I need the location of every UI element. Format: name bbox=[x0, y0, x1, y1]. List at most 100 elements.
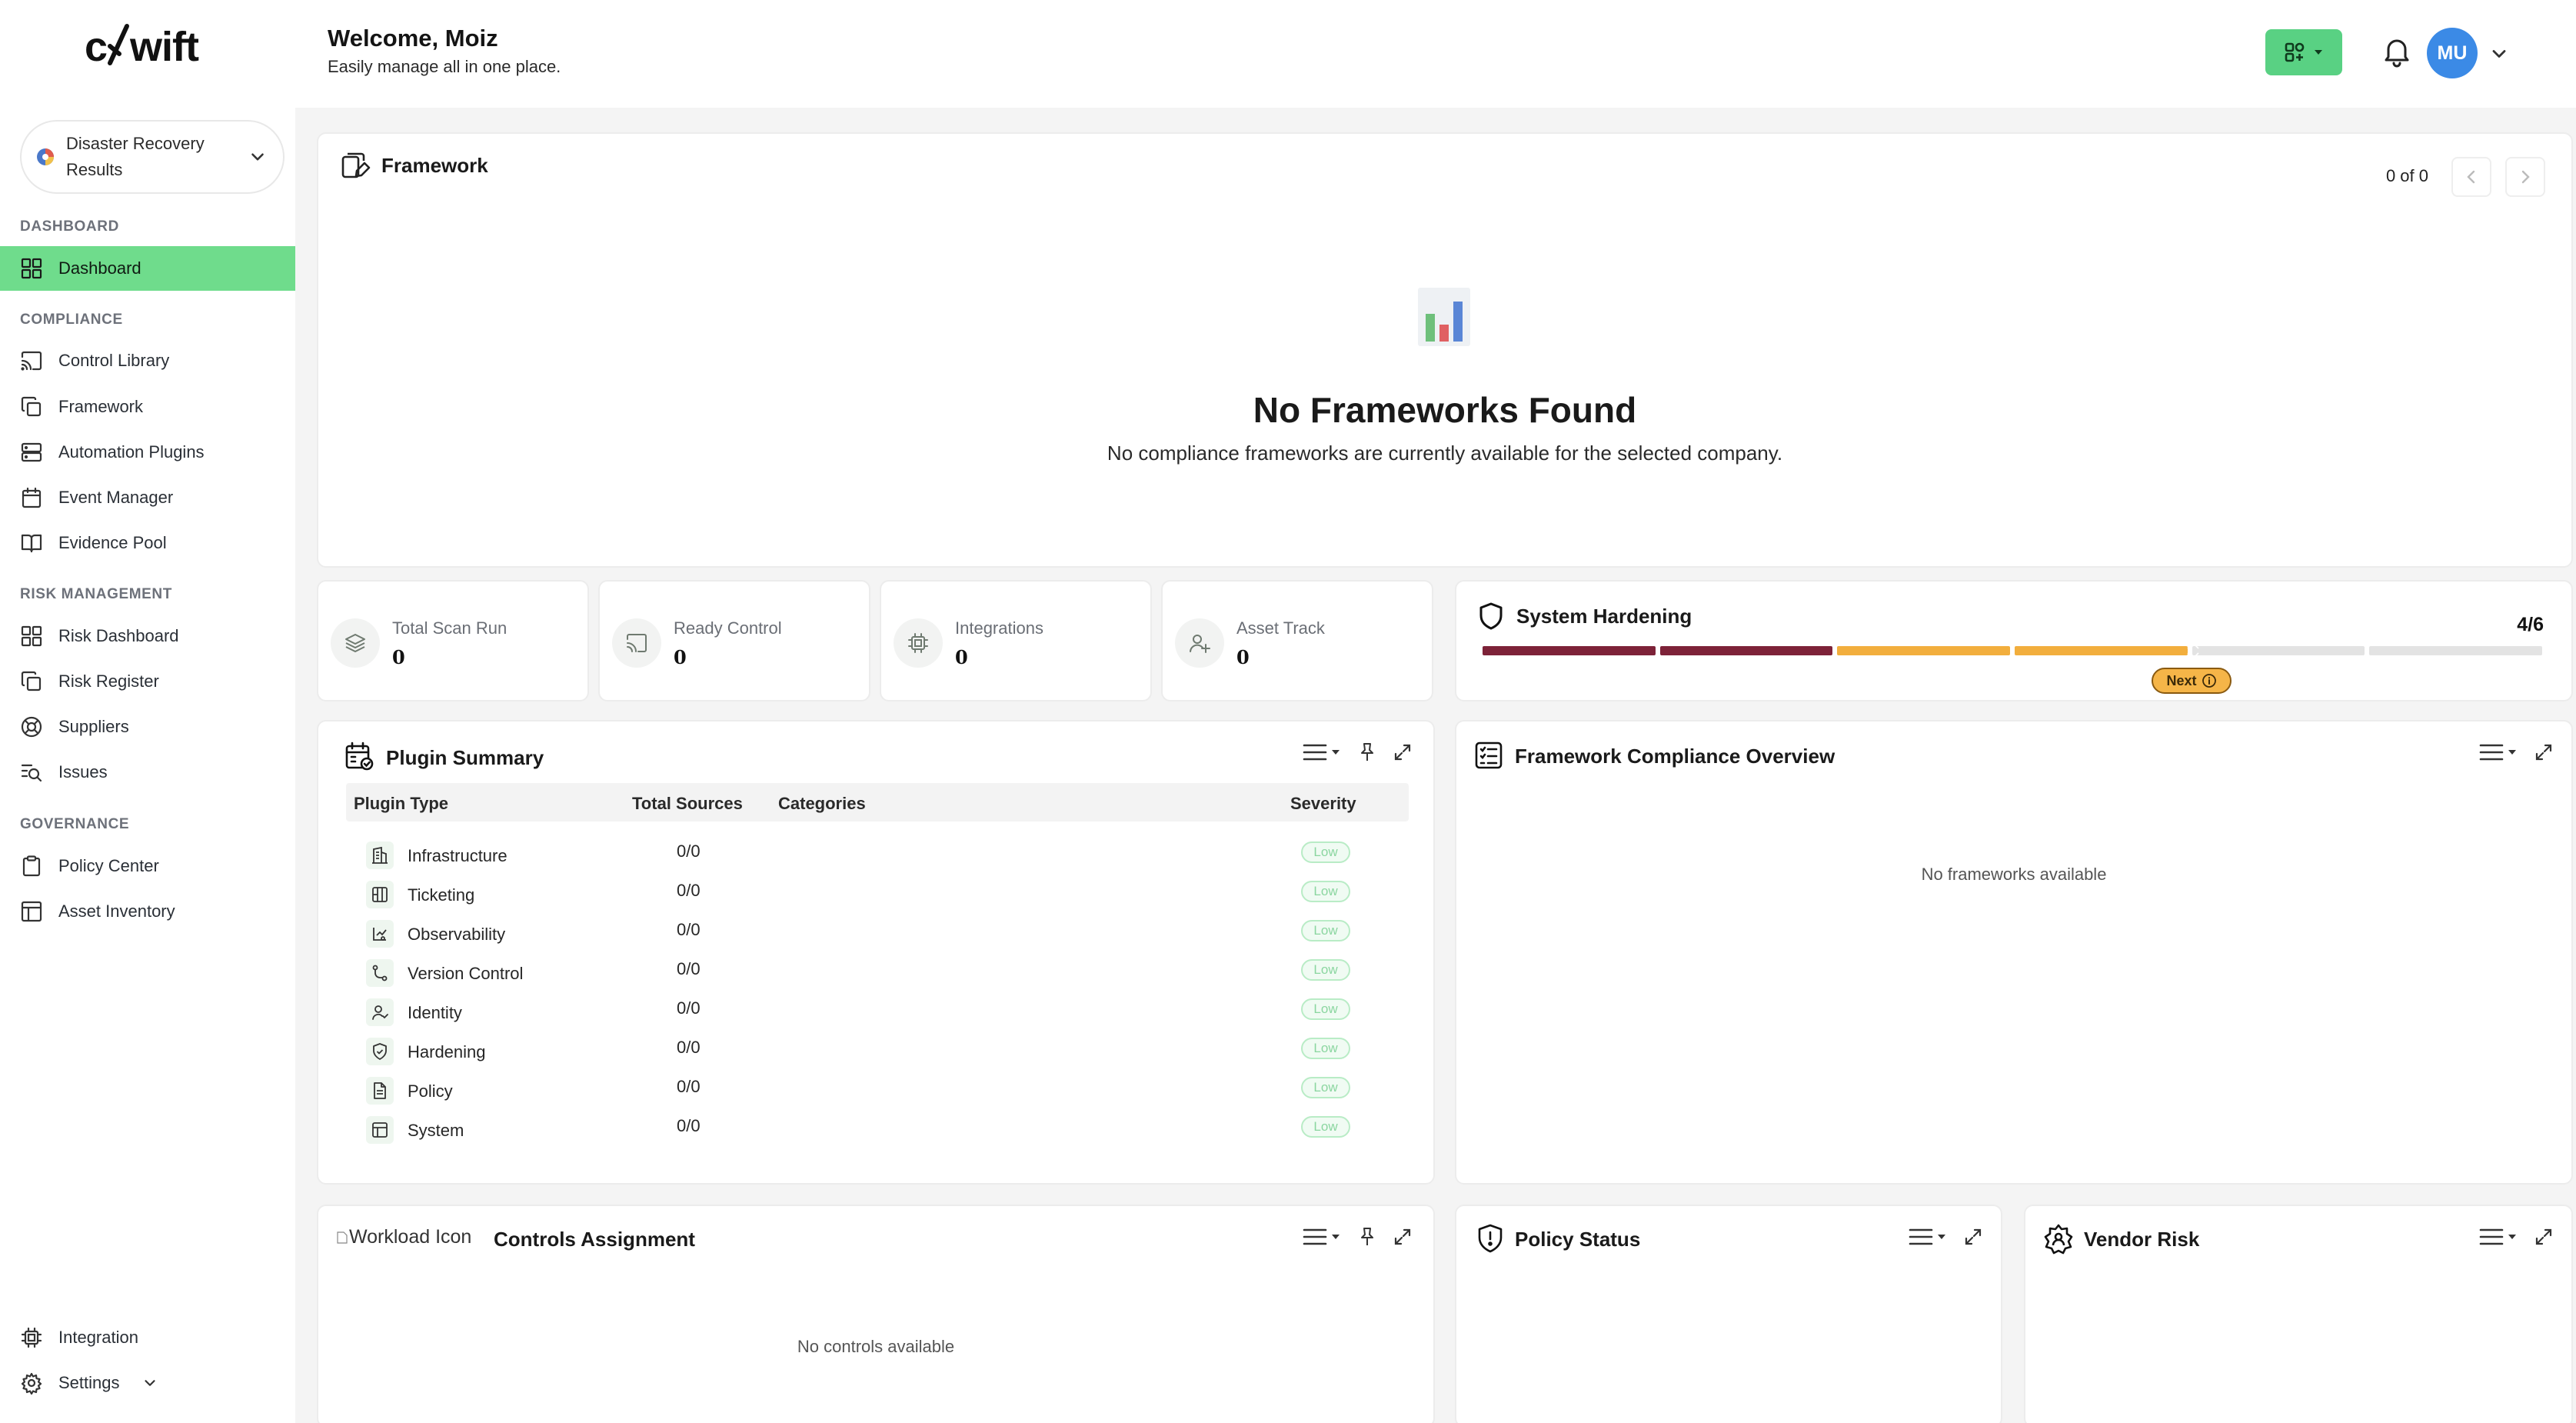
hamburger-icon bbox=[1909, 1228, 1933, 1245]
expand-icon[interactable] bbox=[1393, 743, 1412, 761]
sidebar-item-label: Framework bbox=[58, 397, 144, 416]
sidebar-item-control-library[interactable]: Control Library bbox=[0, 338, 295, 383]
progress-segment bbox=[1659, 646, 1833, 655]
next-step-button[interactable]: Next bbox=[2152, 668, 2232, 694]
expand-icon[interactable] bbox=[1964, 1228, 1982, 1246]
lifebuoy-icon bbox=[21, 716, 42, 738]
user-check-icon bbox=[372, 1005, 388, 1020]
sidebar-item-suppliers[interactable]: Suppliers bbox=[0, 705, 295, 749]
progress-segment bbox=[2015, 646, 2188, 655]
apps-menu-button[interactable] bbox=[2265, 29, 2342, 75]
company-selector[interactable]: Disaster Recovery Results bbox=[20, 120, 285, 194]
severity-badge: Low bbox=[1301, 959, 1350, 981]
sidebar-item-issues[interactable]: Issues bbox=[0, 750, 295, 795]
chevron-down-icon[interactable] bbox=[2488, 43, 2510, 65]
menu-dropdown-button[interactable] bbox=[2479, 1226, 2518, 1248]
plugin-icon-wrap bbox=[366, 881, 394, 908]
table-row[interactable]: System 0/0 Low bbox=[346, 1111, 1409, 1145]
plugin-summary-tools bbox=[1303, 741, 1412, 763]
grid-icon bbox=[21, 258, 42, 279]
table-row[interactable]: Hardening 0/0 Low bbox=[346, 1033, 1409, 1067]
info-icon bbox=[2202, 674, 2216, 688]
stat-card-asset-track[interactable]: Asset Track 0 bbox=[1161, 580, 1433, 702]
layout-icon bbox=[21, 901, 42, 922]
pin-icon[interactable] bbox=[1358, 742, 1376, 762]
expand-icon[interactable] bbox=[2534, 743, 2553, 761]
pager-prev-button[interactable] bbox=[2451, 157, 2491, 197]
table-row[interactable]: Observability 0/0 Low bbox=[346, 915, 1409, 949]
table-row[interactable]: Identity 0/0 Low bbox=[346, 994, 1409, 1028]
plugin-sources: 0/0 bbox=[677, 998, 701, 1018]
table-row[interactable]: Infrastructure 0/0 Low bbox=[346, 837, 1409, 871]
plugin-type: Ticketing bbox=[408, 885, 475, 905]
table-row[interactable]: Policy 0/0 Low bbox=[346, 1072, 1409, 1106]
company-selector-label: Disaster Recovery Results bbox=[66, 134, 205, 179]
company-logo-icon bbox=[37, 148, 54, 165]
chevron-down-icon bbox=[144, 1380, 155, 1386]
logo[interactable]: c wift bbox=[85, 22, 199, 71]
cast-icon bbox=[627, 634, 647, 652]
plugin-sources: 0/0 bbox=[677, 959, 701, 978]
plugin-icon-wrap bbox=[366, 998, 394, 1026]
table-row[interactable]: Ticketing 0/0 Low bbox=[346, 876, 1409, 910]
hamburger-icon bbox=[1303, 1228, 1327, 1245]
sidebar-item-event-manager[interactable]: Event Manager bbox=[0, 475, 295, 520]
empty-state-subtitle: No compliance frameworks are currently a… bbox=[1107, 442, 1783, 465]
stat-card-ready-control[interactable]: Ready Control 0 bbox=[598, 580, 870, 702]
plugin-sources: 0/0 bbox=[677, 881, 701, 900]
plugin-icon-wrap bbox=[366, 920, 394, 948]
sidebar-item-asset-inventory[interactable]: Asset Inventory bbox=[0, 889, 295, 934]
avatar[interactable]: MU bbox=[2427, 28, 2478, 78]
severity-badge: Low bbox=[1301, 1077, 1350, 1098]
hamburger-icon bbox=[2479, 744, 2504, 761]
bell-icon[interactable] bbox=[2379, 34, 2415, 69]
stat-card-total-scan-run[interactable]: Total Scan Run 0 bbox=[317, 580, 589, 702]
nav-section-risk-management: RISK MANAGEMENT bbox=[20, 586, 172, 602]
framework-card: Framework 0 of 0 No Frameworks Found No … bbox=[317, 132, 2573, 568]
sidebar-item-risk-register[interactable]: Risk Register bbox=[0, 659, 295, 704]
sidebar-item-automation-plugins[interactable]: Automation Plugins bbox=[0, 430, 295, 475]
sidebar-item-settings[interactable]: Settings bbox=[0, 1361, 295, 1405]
sidebar-item-integration[interactable]: Integration bbox=[0, 1315, 295, 1360]
menu-dropdown-button[interactable] bbox=[1303, 1226, 1341, 1248]
empty-chart-illustration-icon bbox=[1418, 288, 1470, 346]
controls-assignment-title: Controls Assignment bbox=[494, 1228, 695, 1251]
plugin-type: Observability bbox=[408, 925, 506, 944]
sidebar-item-evidence-pool[interactable]: Evidence Pool bbox=[0, 521, 295, 565]
layers-icon bbox=[345, 634, 365, 652]
copy-icon bbox=[21, 671, 42, 692]
table-row[interactable]: Version Control 0/0 Low bbox=[346, 955, 1409, 988]
sidebar-item-label: Evidence Pool bbox=[58, 533, 167, 552]
sidebar-item-dashboard[interactable]: Dashboard bbox=[0, 246, 295, 291]
chevron-left-icon bbox=[2467, 170, 2475, 184]
sidebar-item-framework[interactable]: Framework bbox=[0, 385, 295, 429]
plugin-icon-wrap bbox=[366, 1077, 394, 1105]
expand-icon[interactable] bbox=[2534, 1228, 2553, 1246]
pager-next-button[interactable] bbox=[2505, 157, 2545, 197]
column-header: Total Sources bbox=[632, 794, 743, 813]
column-header: Severity bbox=[1290, 794, 1356, 813]
sidebar-item-policy-center[interactable]: Policy Center bbox=[0, 844, 295, 888]
pin-icon[interactable] bbox=[1358, 1227, 1376, 1247]
observability-icon bbox=[373, 928, 387, 941]
empty-state-text: No frameworks available bbox=[1921, 865, 2107, 884]
next-step-label: Next bbox=[2166, 672, 2197, 688]
menu-dropdown-button[interactable] bbox=[2479, 741, 2518, 763]
caret-down-icon bbox=[1332, 1235, 1340, 1239]
expand-icon[interactable] bbox=[1393, 1228, 1412, 1246]
menu-dropdown-button[interactable] bbox=[1909, 1226, 1947, 1248]
shield-icon bbox=[1479, 602, 1503, 630]
plugin-icon-wrap bbox=[366, 1116, 394, 1144]
nav-section-governance: GOVERNANCE bbox=[20, 816, 130, 832]
sidebar-item-label: Control Library bbox=[58, 351, 170, 370]
menu-dropdown-button[interactable] bbox=[1303, 741, 1341, 763]
search-list-icon bbox=[21, 764, 42, 782]
framework-compliance-tools bbox=[2479, 741, 2553, 763]
sidebar-item-risk-dashboard[interactable]: Risk Dashboard bbox=[0, 614, 295, 658]
git-branch-icon bbox=[372, 965, 388, 981]
plugin-type: Policy bbox=[408, 1081, 453, 1101]
workload-image-alt: Workload Icon bbox=[349, 1226, 472, 1248]
stat-card-integrations[interactable]: Integrations 0 bbox=[880, 580, 1152, 702]
plugin-icon-wrap bbox=[366, 841, 394, 869]
ticket-icon bbox=[372, 887, 388, 902]
